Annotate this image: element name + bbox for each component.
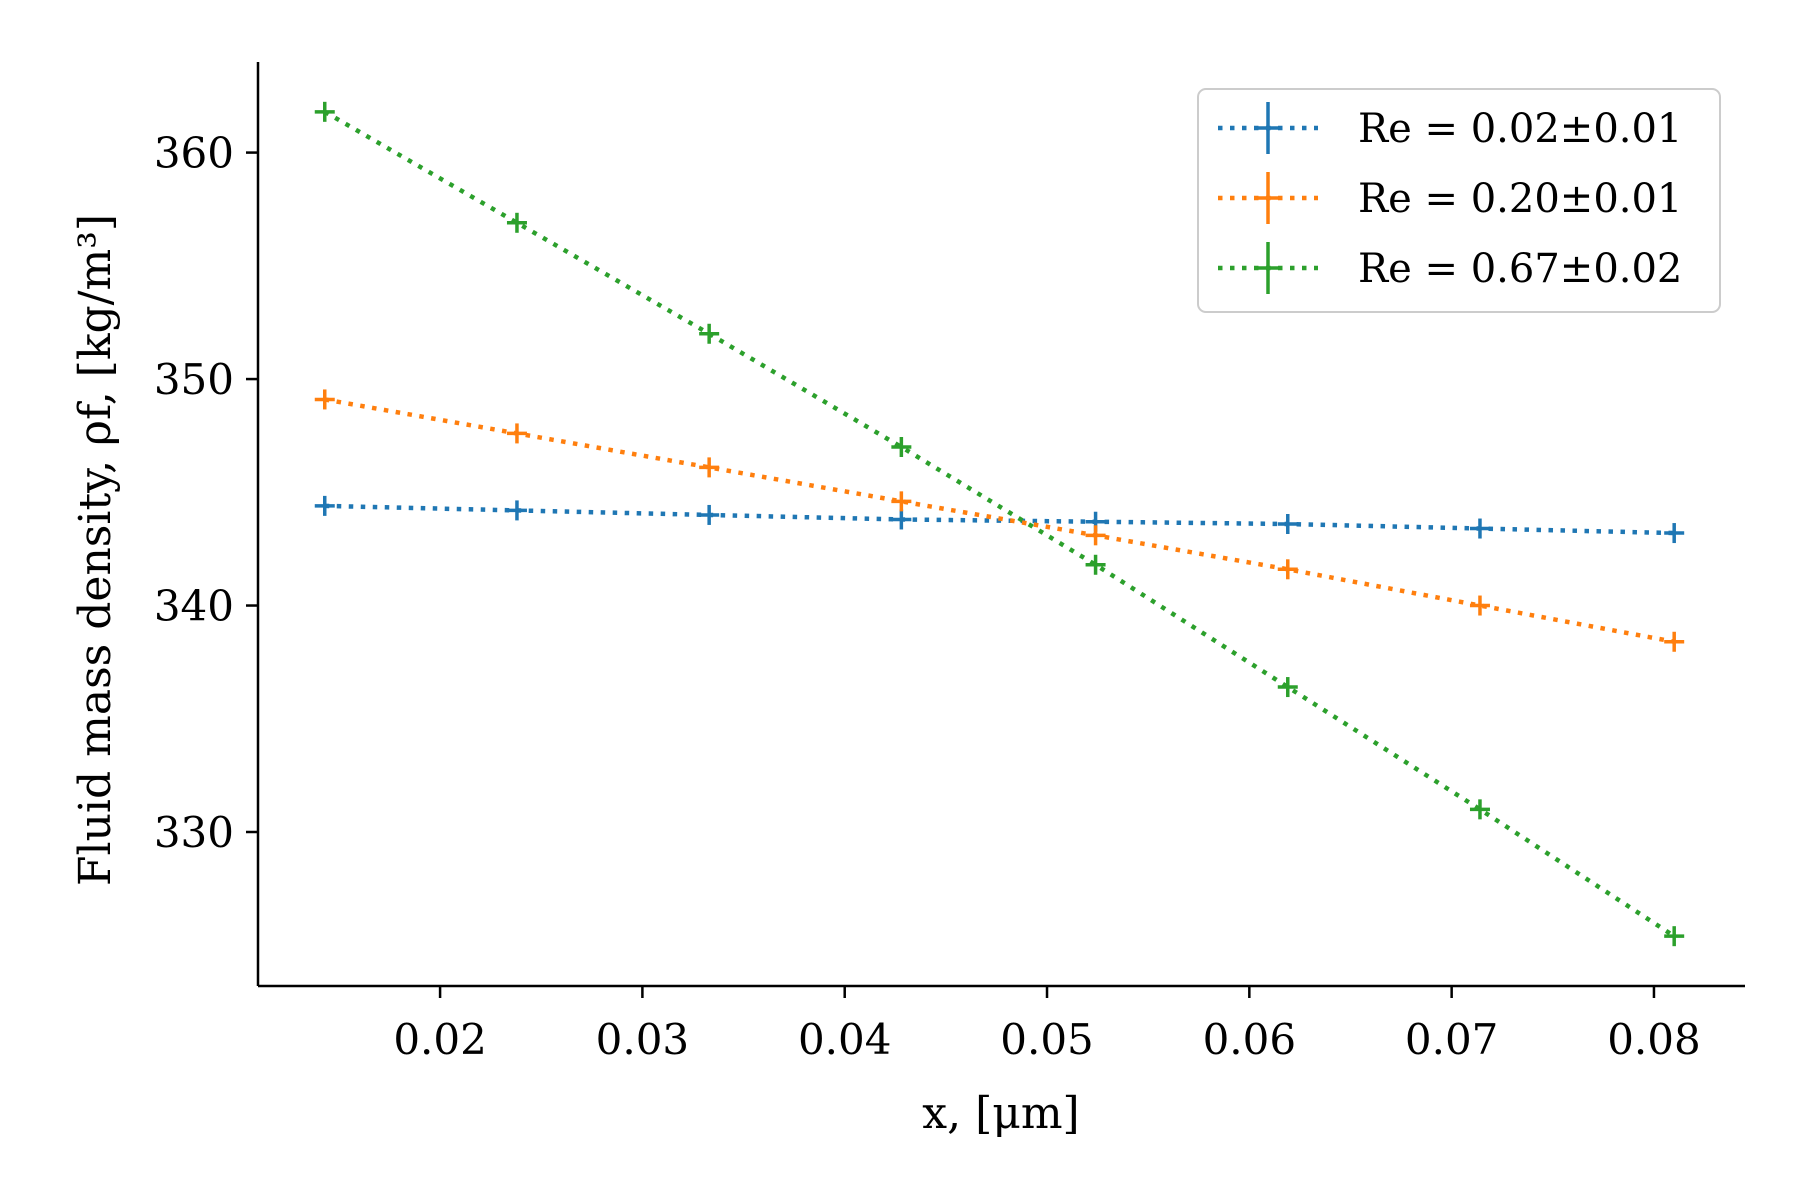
- series-line-3: [323, 109, 1676, 939]
- x-tick-label: 0.08: [1607, 1015, 1701, 1064]
- x-tick-label: 0.07: [1405, 1015, 1499, 1064]
- x-tick-label: 0.04: [798, 1015, 892, 1064]
- data-point: [1277, 514, 1298, 534]
- legend-entry: Re = 0.02±0.01: [1218, 102, 1682, 154]
- data-point: [891, 491, 912, 512]
- x-ticks: 0.02 0.03 0.04 0.05 0.06 0.07 0.08: [393, 986, 1701, 1064]
- legend-label: Re = 0.20±0.01: [1358, 176, 1682, 222]
- y-tick-label: 340: [154, 582, 234, 631]
- data-point: [506, 212, 527, 233]
- data-point: [891, 437, 912, 457]
- legend: Re = 0.02±0.01 Re = 0.20±0.01 Re = 0.67±0.…: [1197, 88, 1721, 313]
- x-tick-label: 0.03: [596, 1015, 690, 1064]
- data-point: [1664, 926, 1685, 947]
- data-point: [1469, 518, 1490, 539]
- data-point: [699, 323, 720, 344]
- data-point: [1469, 595, 1490, 616]
- x-axis-label: x, [μm]: [922, 1088, 1079, 1139]
- legend-label: Re = 0.67±0.02: [1358, 246, 1682, 292]
- data-point: [1085, 525, 1106, 546]
- data-point: [699, 457, 720, 478]
- data-point: [506, 423, 527, 444]
- data-point: [314, 389, 335, 410]
- y-axis-label: Fluid mass density, ρf, [kg/m³]: [70, 214, 121, 886]
- x-tick-label: 0.06: [1203, 1015, 1297, 1064]
- data-point: [1277, 559, 1298, 580]
- y-tick-label: 360: [154, 129, 234, 178]
- data-point: [1664, 523, 1685, 544]
- data-point: [1277, 677, 1298, 698]
- series-line-2: [324, 397, 1675, 644]
- x-tick-label: 0.05: [1000, 1015, 1094, 1064]
- plot-area: [314, 101, 1685, 947]
- y-ticks: 330 340 350 360: [154, 129, 258, 857]
- data-point: [1085, 554, 1106, 575]
- legend-entry: Re = 0.20±0.01: [1218, 172, 1682, 224]
- data-point: [891, 509, 912, 530]
- data-point: [314, 101, 335, 122]
- legend-entry: Re = 0.67±0.02: [1218, 242, 1682, 294]
- x-tick-label: 0.02: [393, 1015, 487, 1064]
- data-point: [1664, 631, 1685, 652]
- y-tick-label: 330: [154, 808, 234, 857]
- data-point: [699, 504, 720, 525]
- data-point: [506, 500, 527, 521]
- legend-label: Re = 0.02±0.01: [1358, 106, 1682, 152]
- legend-frame: [1197, 88, 1721, 313]
- data-point: [1469, 799, 1490, 820]
- data-point: [314, 495, 335, 516]
- y-tick-label: 350: [154, 355, 234, 404]
